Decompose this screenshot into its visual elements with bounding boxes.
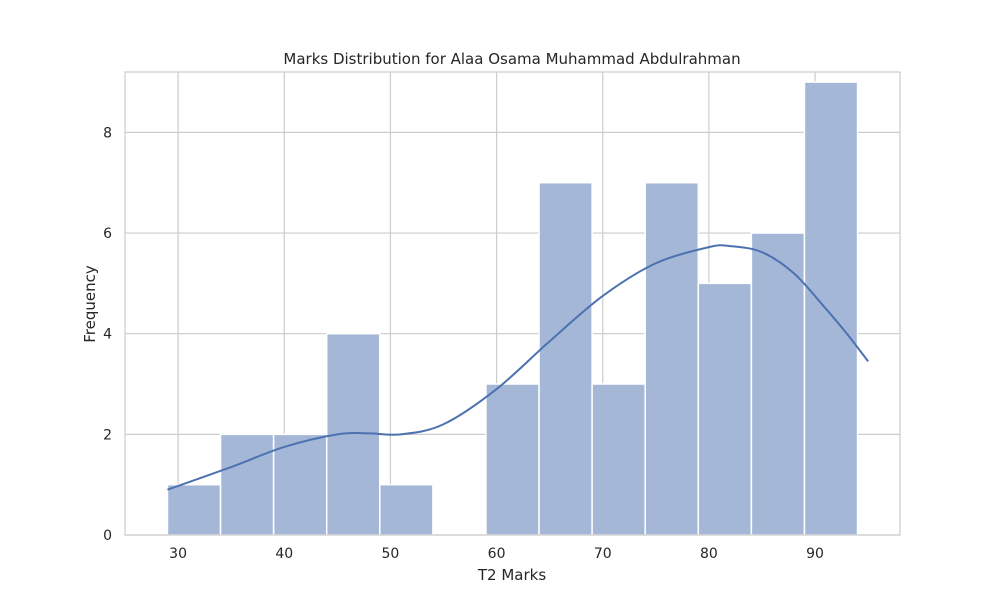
y-tick-label: 6 (103, 226, 112, 242)
x-tick-label: 50 (381, 546, 399, 562)
plot-frame (124, 71, 901, 536)
histogram-bar (803, 81, 859, 536)
y-tick-label: 2 (103, 427, 112, 443)
x-tick-label: 30 (169, 546, 187, 562)
x-tick-label: 90 (806, 546, 824, 562)
histogram-bar (538, 181, 593, 536)
chart-title: Marks Distribution for Alaa Osama Muhamm… (283, 50, 740, 68)
x-tick-label: 70 (594, 546, 612, 562)
kde-curve-group (167, 244, 869, 491)
y-tick-label: 8 (103, 125, 112, 141)
y-axis-label: Frequency (81, 265, 99, 343)
x-axis-ticks: 30 40 50 60 70 80 90 (169, 546, 824, 562)
histogram-bar (697, 282, 753, 536)
histogram-bar (379, 483, 434, 536)
y-tick-label: 4 (103, 327, 112, 343)
kde-curve (167, 244, 869, 491)
histogram-bar (644, 181, 700, 536)
histogram-bar (272, 433, 328, 536)
x-tick-label: 80 (700, 546, 718, 562)
x-tick-label: 60 (488, 546, 506, 562)
histogram-bar (219, 433, 275, 536)
histogram-bar (485, 383, 540, 536)
x-tick-label: 40 (275, 546, 293, 562)
y-axis-ticks: 0 2 4 6 8 (103, 125, 112, 544)
histogram-bar (591, 383, 646, 536)
histogram-bar (166, 483, 222, 536)
x-axis-label: T2 Marks (477, 566, 546, 584)
histogram-bar (750, 232, 806, 536)
y-tick-label: 0 (103, 528, 112, 544)
